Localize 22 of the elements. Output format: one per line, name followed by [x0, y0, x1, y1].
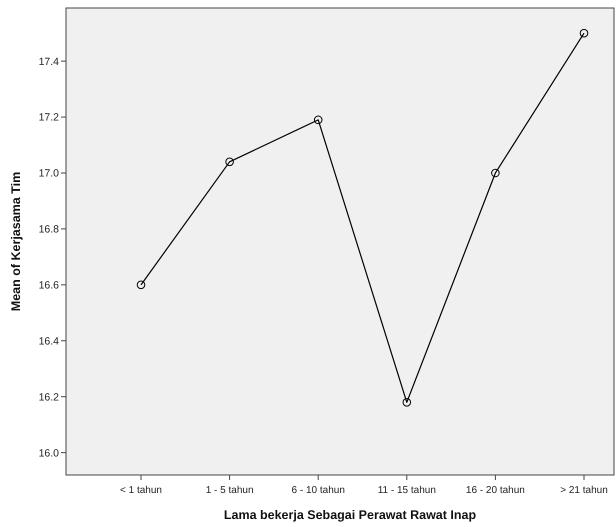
x-tick-label: 11 - 15 tahun [378, 485, 436, 496]
y-tick-label: 17.0 [38, 168, 60, 180]
y-tick-label: 16.8 [38, 224, 60, 236]
y-tick-label: 16.2 [38, 391, 60, 404]
y-tick-label: 16.6 [38, 280, 60, 292]
x-axis-title: Lama bekerja Sebagai Perawat Rawat Inap [224, 508, 476, 522]
y-tick-label: 17.2 [38, 112, 60, 124]
y-tick-label: 16.0 [38, 447, 60, 460]
point [314, 116, 322, 124]
x-tick-label: < 1 tahun [120, 485, 162, 496]
y-tick-label: 17.4 [38, 56, 60, 68]
point [136, 280, 146, 290]
point [225, 158, 234, 166]
point [402, 398, 412, 407]
x-tick-label: 16 - 20 tahun [466, 485, 525, 496]
point [580, 28, 588, 38]
x-tick-label: 6 - 10 tahun [292, 485, 345, 496]
point [491, 168, 500, 178]
y-axis-title: Mean of Kerjasama Tim [9, 172, 23, 312]
x-tick-label: 1 - 5 tahun [206, 485, 254, 496]
x-tick-label: > 21 tahun [560, 485, 608, 496]
y-tick-label: 16.4 [38, 335, 60, 348]
